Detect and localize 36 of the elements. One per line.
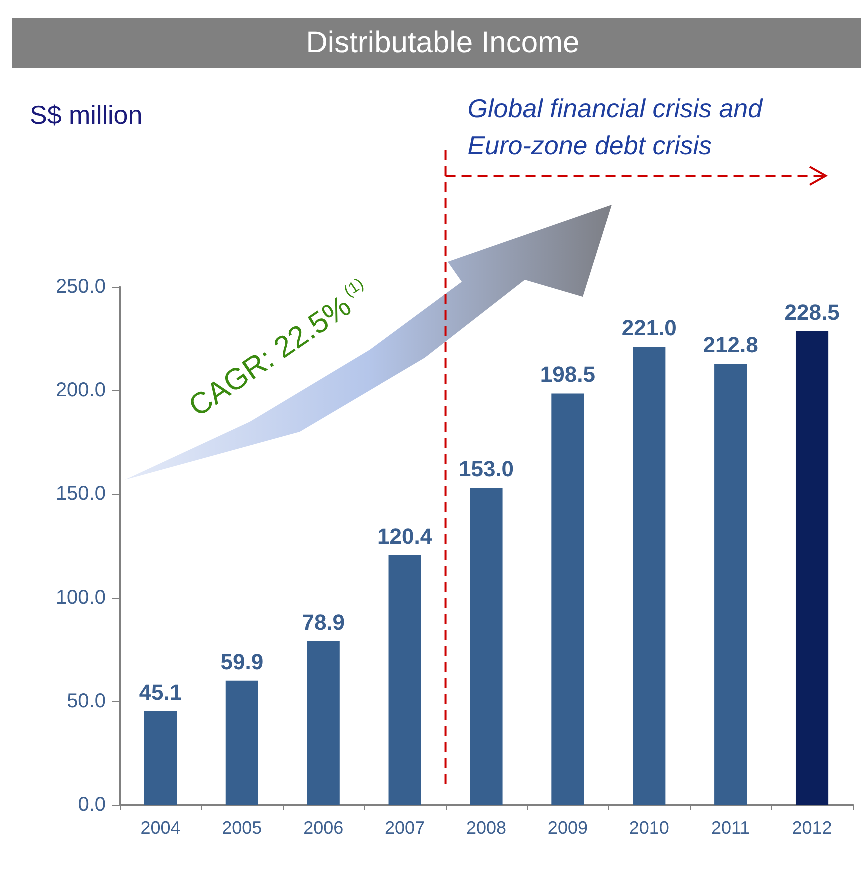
bar bbox=[714, 364, 748, 805]
bar bbox=[633, 347, 666, 805]
y-tick-label: 50.0 bbox=[67, 690, 106, 712]
chart-title: Distributable Income bbox=[306, 26, 580, 60]
bar bbox=[226, 680, 258, 805]
bar bbox=[470, 488, 503, 805]
bar bbox=[552, 394, 584, 805]
bar bbox=[307, 642, 340, 805]
y-tick-label: 0.0 bbox=[78, 794, 106, 816]
y-tick-label: 150.0 bbox=[56, 483, 106, 506]
x-tick-label: 2006 bbox=[304, 818, 344, 838]
data-label: 59.9 bbox=[220, 649, 264, 674]
y-tick-label: 250.0 bbox=[56, 276, 106, 298]
data-label: 228.5 bbox=[784, 300, 840, 326]
data-label: 198.5 bbox=[540, 362, 596, 388]
x-tick-label: 2005 bbox=[222, 818, 262, 838]
data-label: 45.1 bbox=[139, 680, 182, 706]
x-tick-label: 2010 bbox=[629, 818, 670, 838]
bar bbox=[796, 332, 829, 805]
y-tick-label: 200.0 bbox=[56, 380, 106, 402]
data-label: 212.8 bbox=[703, 332, 758, 358]
bar bbox=[388, 556, 422, 805]
data-label: 221.0 bbox=[622, 316, 677, 341]
bar bbox=[144, 712, 178, 805]
data-label: 78.9 bbox=[302, 610, 346, 636]
x-tick-label: 2009 bbox=[548, 818, 588, 838]
x-tick-label: 2011 bbox=[711, 818, 750, 838]
y-tick-label: 100.0 bbox=[56, 586, 106, 609]
data-label: 153.0 bbox=[458, 456, 514, 482]
x-tick-label: 2008 bbox=[466, 818, 507, 838]
x-tick-label: 2012 bbox=[792, 818, 832, 838]
text: S$ million bbox=[30, 100, 143, 130]
ref-line-label: Global financial crisis and Euro-zone debt crisis bbox=[468, 94, 770, 160]
x-tick-label: 2007 bbox=[385, 818, 426, 838]
data-label: 120.4 bbox=[378, 524, 434, 550]
x-tick-label: 2004 bbox=[140, 818, 181, 838]
